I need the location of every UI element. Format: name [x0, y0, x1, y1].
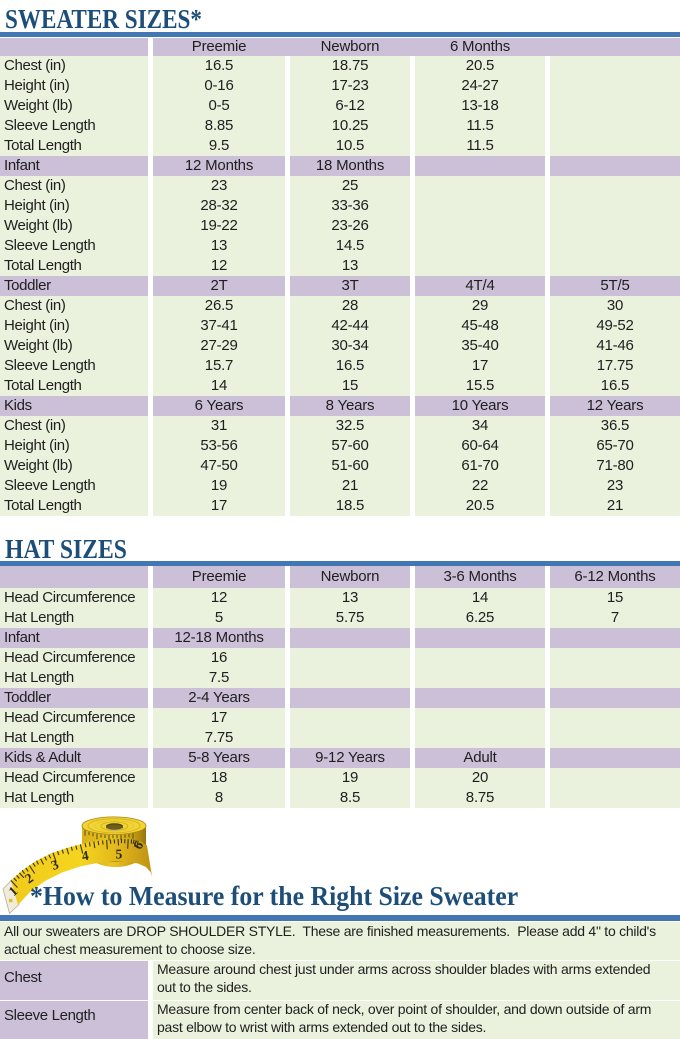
svg-text:5: 5	[115, 846, 122, 861]
